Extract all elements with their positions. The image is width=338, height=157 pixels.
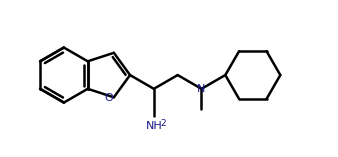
Text: O: O [104,93,113,103]
Text: NH: NH [145,121,162,131]
Text: 2: 2 [160,119,166,128]
Text: N: N [197,84,206,94]
